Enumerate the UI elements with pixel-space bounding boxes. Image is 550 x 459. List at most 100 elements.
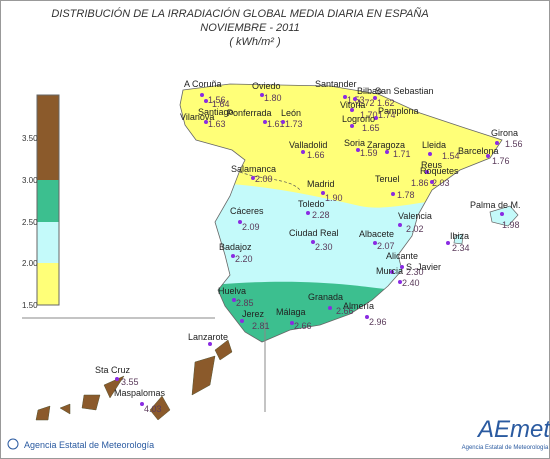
legend-swatch	[37, 222, 59, 263]
island	[453, 233, 464, 245]
legend-tick-label: 3.00	[22, 176, 38, 185]
station-value: 2.03	[432, 178, 450, 188]
legend-tick-label: 1.50	[22, 301, 38, 310]
station-name: Toledo	[298, 199, 325, 209]
station-name: Lleida	[422, 140, 446, 150]
station-value: 2.34	[452, 243, 470, 253]
station-dot	[446, 241, 450, 245]
station-value: 1.76	[492, 156, 510, 166]
station-name: Málaga	[276, 307, 306, 317]
station-name: Ciudad Real	[289, 228, 339, 238]
station-value: 2.20	[235, 254, 253, 264]
station-name: Vilanova	[180, 112, 214, 122]
station-value: 2.30	[315, 242, 333, 252]
station-value: 1.98	[502, 220, 520, 230]
station-dot	[486, 154, 490, 158]
station-name: Logroño	[342, 114, 375, 124]
station-dot	[306, 211, 310, 215]
station-dot	[373, 241, 377, 245]
station-value: 2.40	[402, 278, 420, 288]
station-name: Roquetes	[420, 166, 459, 176]
station-value: 1.56	[208, 95, 226, 105]
station-value: 2.66	[294, 321, 312, 331]
station-dot	[231, 254, 235, 258]
station-dot	[115, 377, 119, 381]
station-name: Pamplona	[378, 106, 419, 116]
station-value: 1.61	[267, 119, 285, 129]
station-name: Valencia	[398, 211, 432, 221]
station-name: Jerez	[242, 309, 265, 319]
station-value: 1.63	[208, 119, 226, 129]
station-dot	[200, 93, 204, 97]
station-dot	[391, 192, 395, 196]
station-dot	[500, 212, 504, 216]
station-name: Barcelona	[458, 146, 499, 156]
station-value: 1.54	[442, 151, 460, 161]
station-dot	[390, 270, 394, 274]
station-name: Soria	[344, 138, 365, 148]
station-value: 1.80	[264, 93, 282, 103]
station-value: 2.30	[406, 267, 424, 277]
canary-islands	[35, 339, 233, 421]
station-name: San Sebastian	[375, 86, 434, 96]
copyright-icon	[7, 438, 19, 450]
station-dot	[328, 306, 332, 310]
station-name: Murcia	[376, 266, 403, 276]
station-dot	[430, 180, 434, 184]
station-name: Santander	[315, 79, 357, 89]
station-dot	[350, 108, 354, 112]
station-value: 1.90	[325, 193, 343, 203]
station-dot	[398, 280, 402, 284]
station-value: 1.59	[360, 148, 378, 158]
station-value: 3.55	[121, 377, 139, 387]
station-name: Granada	[308, 292, 343, 302]
station-name: Vitoria	[340, 100, 365, 110]
station-name: Cáceres	[230, 206, 264, 216]
station-name: Sta Cruz	[95, 365, 131, 375]
station-name: Girona	[491, 128, 518, 138]
station-dot	[365, 315, 369, 319]
station-value: 2.66	[336, 306, 354, 316]
station-name: Huelva	[218, 286, 246, 296]
legend-swatch	[37, 263, 59, 305]
inset-border	[22, 317, 266, 412]
station-dot	[495, 141, 499, 145]
station-dot	[281, 120, 285, 124]
station-dot	[425, 170, 429, 174]
station-name: Alicante	[386, 251, 418, 261]
station-name: Teruel	[375, 174, 400, 184]
station-value: 1.65	[362, 123, 380, 133]
legend-swatch	[37, 180, 59, 222]
spain-outline	[179, 83, 503, 343]
station-dot	[385, 150, 389, 154]
station-value: 1.66	[307, 150, 325, 160]
station-dot	[238, 220, 242, 224]
station-name: Bilbao	[357, 86, 382, 96]
station-value: 2.96	[369, 317, 387, 327]
station-name: Valladolid	[289, 140, 327, 150]
legend-tick-label: 2.00	[22, 259, 38, 268]
station-dot	[321, 191, 325, 195]
station-name: Ibiza	[450, 231, 469, 241]
station-name: Palma de M.	[470, 200, 521, 210]
logo: AEmet	[476, 416, 550, 443]
station-value: 1.64	[212, 99, 230, 109]
station-name: Santiago	[198, 107, 234, 117]
station-name: Salamanca	[231, 164, 276, 174]
station-value: 1.56	[505, 139, 523, 149]
station-name: Albacete	[359, 229, 394, 239]
station-value: 2.07	[377, 241, 395, 251]
station-dot	[353, 97, 357, 101]
station-dot	[263, 120, 267, 124]
station-value: 1.74	[378, 110, 396, 120]
station-value: 1.78	[397, 190, 415, 200]
station-dot	[204, 120, 208, 124]
station-name: Lanzarote	[188, 332, 228, 342]
station-name: Badajoz	[219, 242, 252, 252]
station-value: 1.86	[411, 178, 429, 188]
station-dot	[343, 95, 347, 99]
station-dot	[311, 240, 315, 244]
